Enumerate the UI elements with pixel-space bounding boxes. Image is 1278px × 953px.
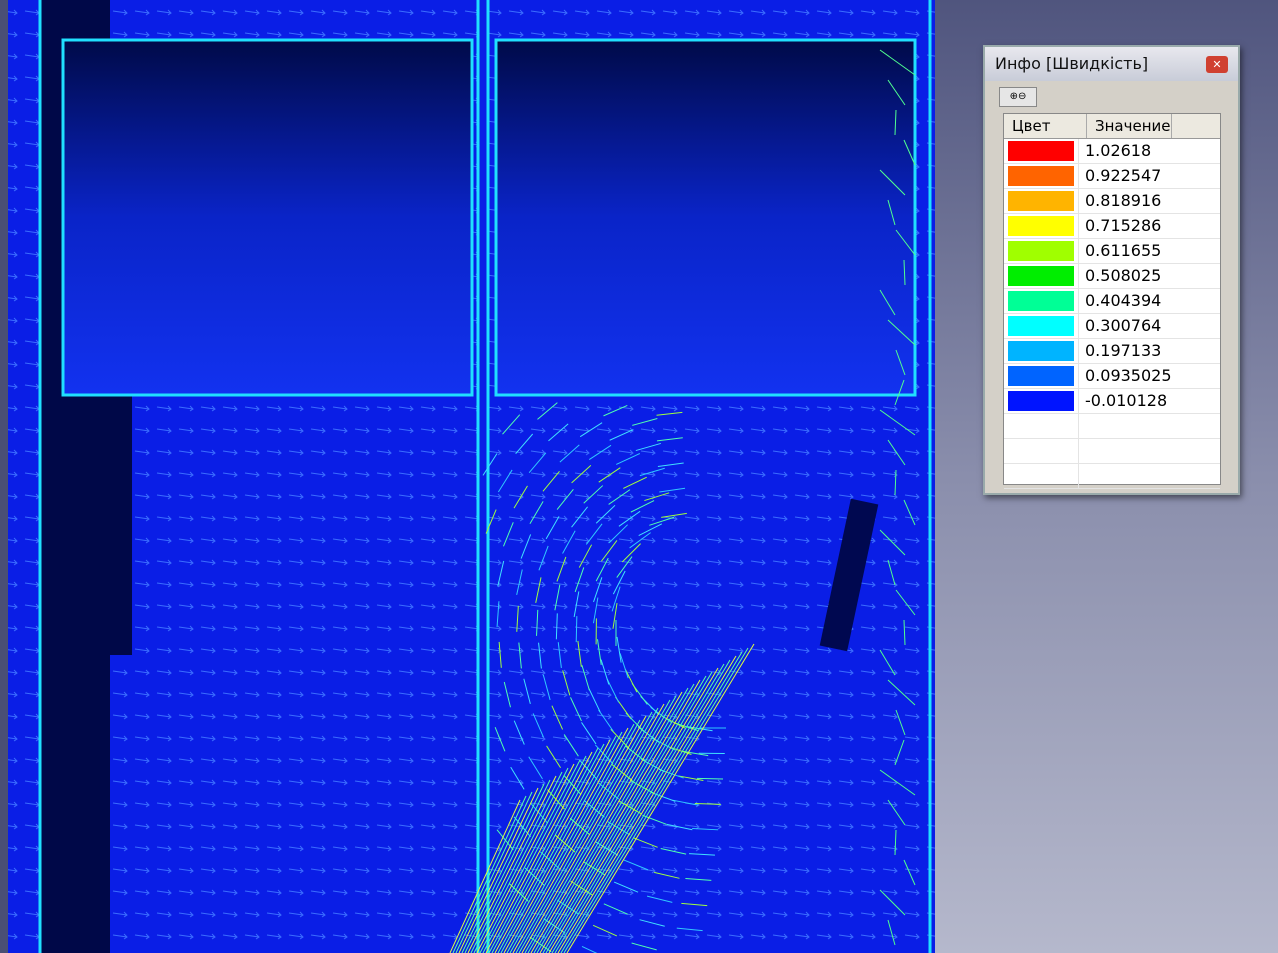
- empty-cell: [1004, 439, 1079, 463]
- value-cell: -0.010128: [1079, 389, 1167, 413]
- color-swatch: [1008, 391, 1074, 411]
- link-button[interactable]: ⊕⊖: [999, 87, 1037, 107]
- color-swatch: [1008, 141, 1074, 161]
- legend-row: 0.197133: [1004, 339, 1220, 364]
- value-cell: 1.02618: [1079, 139, 1151, 163]
- empty-row: [1004, 439, 1220, 464]
- color-cell: [1004, 289, 1079, 313]
- legend-row: -0.010128: [1004, 389, 1220, 414]
- flow-arrow: [576, 616, 577, 642]
- value-cell: 0.404394: [1079, 289, 1161, 313]
- color-swatch: [1008, 191, 1074, 211]
- color-cell: [1004, 364, 1079, 388]
- info-window: Инфо [Швидкість] ✕ ⊕⊖ Цвет Значение 1.026…: [983, 45, 1240, 495]
- flow-arrow: [697, 778, 723, 779]
- color-cell: [1004, 214, 1079, 238]
- legend-row: 1.02618: [1004, 139, 1220, 164]
- legend-row: 0.0935025: [1004, 364, 1220, 389]
- value-cell: 0.715286: [1079, 214, 1161, 238]
- color-cell: [1004, 164, 1079, 188]
- value-cell: 0.611655: [1079, 239, 1161, 263]
- value-cell: 0.818916: [1079, 189, 1161, 213]
- legend-row: 0.715286: [1004, 214, 1220, 239]
- color-cell: [1004, 264, 1079, 288]
- legend-row: 0.922547: [1004, 164, 1220, 189]
- close-button[interactable]: ✕: [1206, 56, 1228, 73]
- color-swatch: [1008, 366, 1074, 386]
- color-swatch: [1008, 291, 1074, 311]
- screen: Инфо [Швидкість] ✕ ⊕⊖ Цвет Значение 1.026…: [0, 0, 1278, 953]
- color-swatch: [1008, 341, 1074, 361]
- legend-row: 0.611655: [1004, 239, 1220, 264]
- empty-cell: [1004, 464, 1079, 488]
- value-cell: 0.508025: [1079, 264, 1161, 288]
- empty-row: [1004, 464, 1220, 489]
- value-cell: 0.197133: [1079, 339, 1161, 363]
- color-swatch: [1008, 216, 1074, 236]
- title-text: Инфо [Швидкість]: [995, 54, 1148, 73]
- legend-row: 0.818916: [1004, 189, 1220, 214]
- color-cell: [1004, 314, 1079, 338]
- value-cell: 0.300764: [1079, 314, 1161, 338]
- color-cell: [1004, 339, 1079, 363]
- header-cell: Значение: [1087, 114, 1172, 138]
- value-cell: 0.0935025: [1079, 364, 1172, 388]
- color-cell: [1004, 389, 1079, 413]
- color-swatch: [1008, 266, 1074, 286]
- color-cell: [1004, 139, 1079, 163]
- legend-row: 0.300764: [1004, 314, 1220, 339]
- empty-row: [1004, 414, 1220, 439]
- empty-cell: [1004, 414, 1079, 438]
- legend-row: 0.404394: [1004, 289, 1220, 314]
- header-cell: Цвет: [1004, 114, 1087, 138]
- flow-visualization: [0, 0, 940, 953]
- color-cell: [1004, 239, 1079, 263]
- table-header: Цвет Значение: [1004, 114, 1220, 139]
- window-title: Инфо [Швидкість] ✕: [985, 47, 1238, 81]
- color-cell: [1004, 189, 1079, 213]
- color-swatch: [1008, 241, 1074, 261]
- color-swatch: [1008, 166, 1074, 186]
- legend-row: 0.508025: [1004, 264, 1220, 289]
- value-cell: 0.922547: [1079, 164, 1161, 188]
- color-swatch: [1008, 316, 1074, 336]
